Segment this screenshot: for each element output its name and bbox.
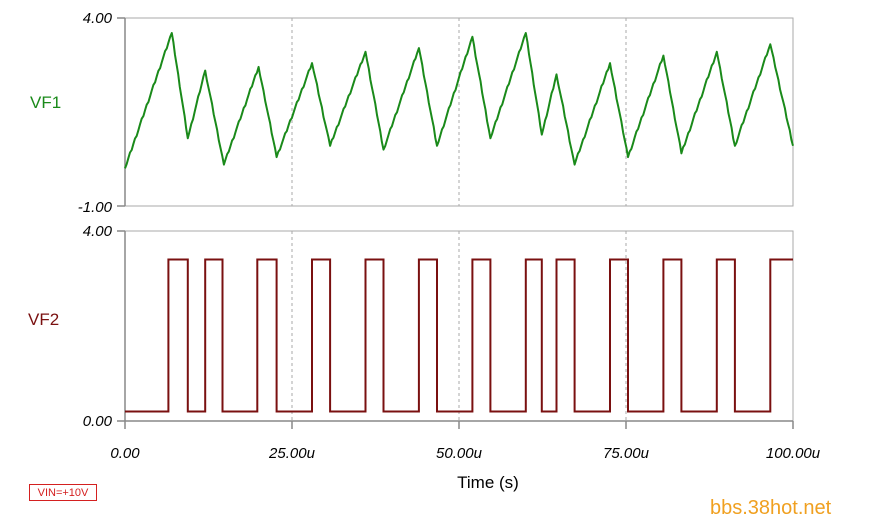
- vf2-gridlines: [291, 231, 627, 421]
- x-tick-label: 25.00u: [268, 445, 316, 462]
- vf2-line: [125, 258, 793, 413]
- x-axis-label: Time (s): [457, 473, 519, 492]
- x-tick-labels: 0.00 25.00u 50.00u 75.00u 100.00u: [110, 445, 820, 462]
- vin-badge: VIN=+10V: [29, 484, 97, 501]
- vf2-y-tick-label-top: 4.00: [83, 223, 113, 240]
- x-tick-label: 0.00: [110, 445, 140, 462]
- vf1-series: [124, 32, 794, 169]
- vf2-signal-label: VF2: [28, 310, 59, 329]
- vf1-y-tick-label-bottom: -1.00: [78, 199, 113, 216]
- x-tick-label: 75.00u: [603, 445, 650, 462]
- vf2-plot-frame: [124, 230, 794, 422]
- vf1-gridlines: [291, 18, 627, 206]
- vf2-y-tick-marks: [117, 230, 125, 422]
- vf1-y-tick-label-top: 4.00: [83, 10, 113, 27]
- vf2-y-tick-label-bottom: 0.00: [83, 413, 113, 430]
- vf1-signal-label: VF1: [30, 93, 61, 112]
- x-tick-label: 50.00u: [436, 445, 483, 462]
- vf2-panel: 4.00 0.00 VF2 0.00 25.00u 50.00u 75.00u 100.…: [28, 223, 821, 492]
- watermark: bbs.38hot.net: [710, 497, 832, 519]
- vf2-series: [125, 258, 793, 413]
- vf1-y-tick-marks: [117, 17, 125, 207]
- vf1-plot-frame: [124, 17, 794, 207]
- vf1-panel: 4.00 -1.00 VF1: [30, 10, 794, 216]
- vf1-line: [124, 32, 794, 169]
- x-tick-label: 100.00u: [766, 445, 821, 462]
- x-tick-marks: [124, 421, 794, 429]
